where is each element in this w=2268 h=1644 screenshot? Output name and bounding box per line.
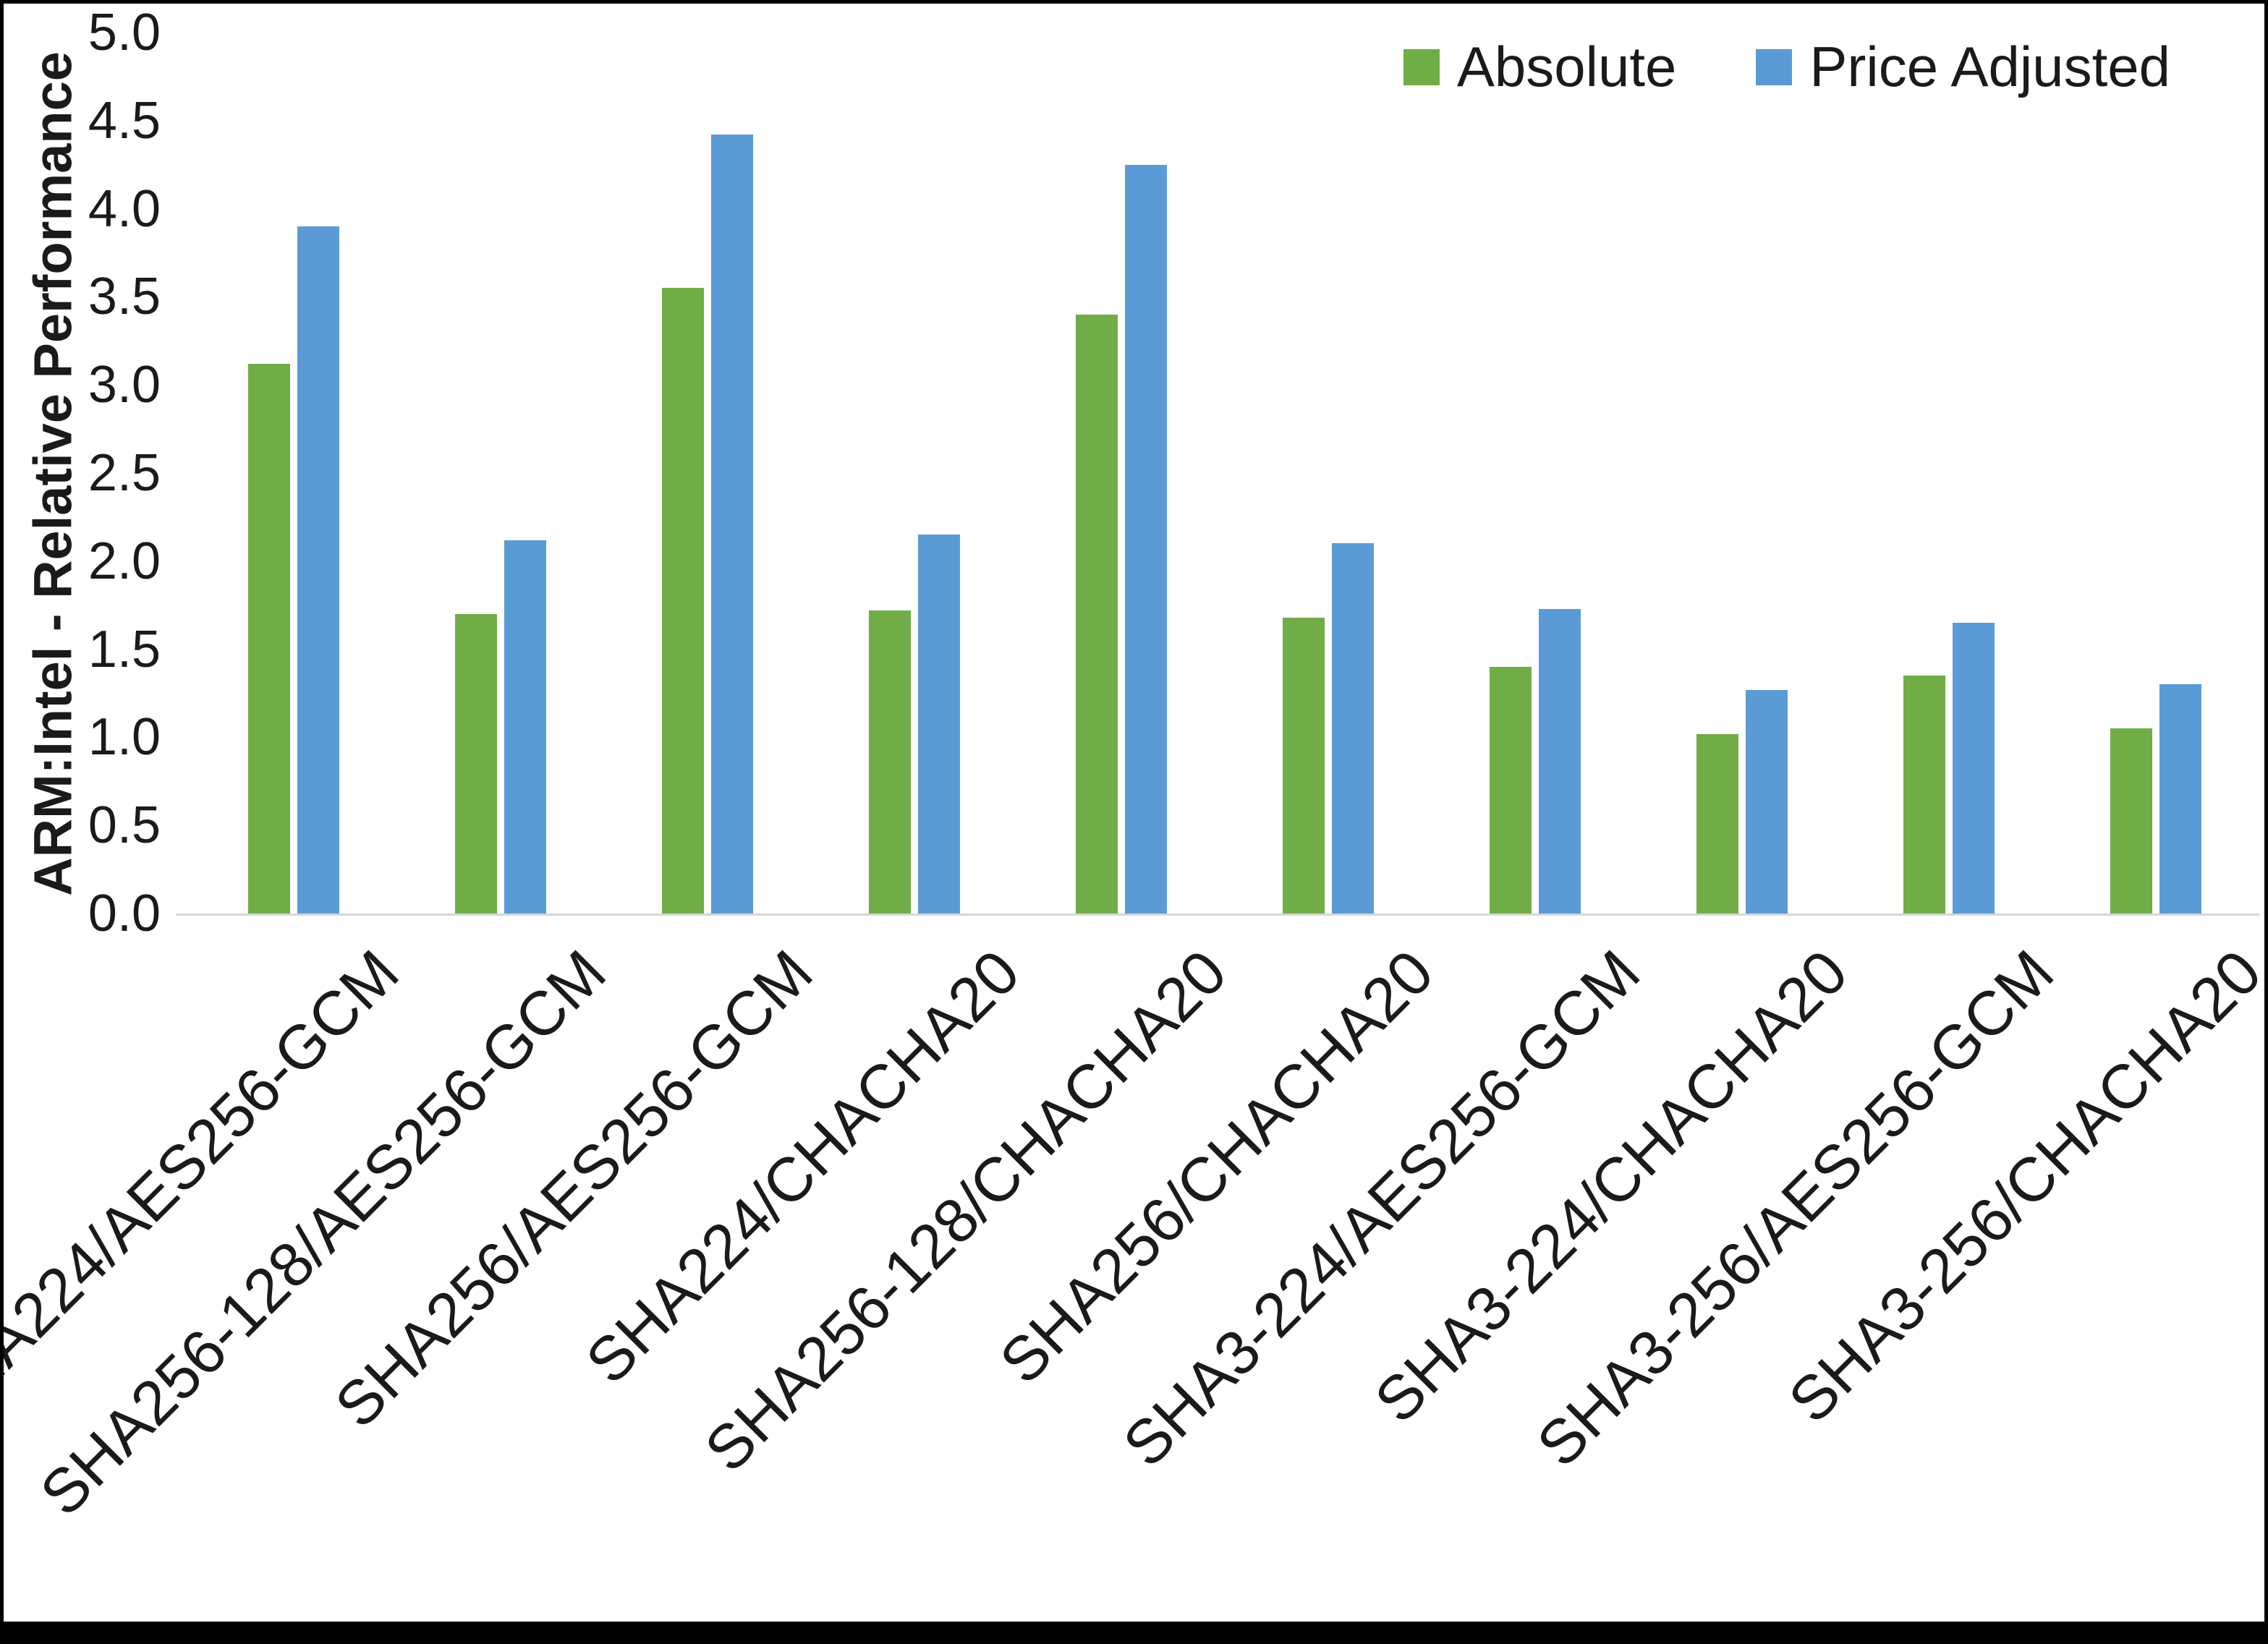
bar-price-adjusted-4	[918, 534, 960, 913]
bar-absolute-7	[1490, 666, 1532, 913]
y-tick-label: 3.5	[88, 268, 161, 326]
legend-label: Absolute	[1456, 35, 1677, 98]
bar-absolute-5	[1076, 314, 1118, 913]
legend: Absolute Price Adjusted	[1403, 34, 2170, 100]
bar-absolute-6	[1283, 617, 1325, 913]
y-tick-label: 1.5	[88, 620, 161, 678]
bar-absolute-8	[1696, 733, 1738, 913]
bar-price-adjusted-1	[297, 226, 339, 913]
bar-price-adjusted-8	[1746, 689, 1788, 913]
legend-swatch	[1756, 48, 1793, 85]
y-tick-label: 0.5	[88, 796, 161, 855]
bar-absolute-2	[455, 613, 497, 913]
y-tick-label: 1.0	[88, 708, 161, 767]
legend-item: Price Adjusted	[1756, 34, 2170, 100]
bar-price-adjusted-3	[711, 135, 753, 913]
bar-absolute-3	[662, 288, 704, 913]
y-tick-label: 4.5	[88, 91, 161, 150]
y-tick-label: 4.0	[88, 179, 161, 238]
legend-swatch	[1403, 48, 1440, 85]
legend-item: Absolute	[1403, 34, 1677, 100]
bar-absolute-4	[869, 610, 911, 913]
bar-price-adjusted-6	[1332, 543, 1374, 913]
bar-price-adjusted-10	[2159, 684, 2201, 913]
y-tick-label: 2.5	[88, 444, 161, 502]
legend-label: Price Adjusted	[1809, 35, 2170, 98]
x-axis-line	[176, 913, 2259, 916]
y-tick-label: 0.0	[88, 885, 161, 942]
bar-price-adjusted-9	[1953, 623, 1995, 913]
bar-price-adjusted-2	[504, 540, 546, 913]
y-tick-label: 2.0	[88, 532, 161, 590]
bar-price-adjusted-7	[1539, 608, 1581, 913]
y-tick-label: 3.0	[88, 356, 161, 414]
bar-absolute-9	[1903, 676, 1945, 913]
bottom-border	[4, 1622, 2264, 1640]
y-tick-label: 5.0	[88, 4, 161, 61]
bar-absolute-1	[248, 363, 290, 913]
bar-absolute-10	[2110, 728, 2152, 913]
bar-price-adjusted-5	[1125, 164, 1167, 913]
